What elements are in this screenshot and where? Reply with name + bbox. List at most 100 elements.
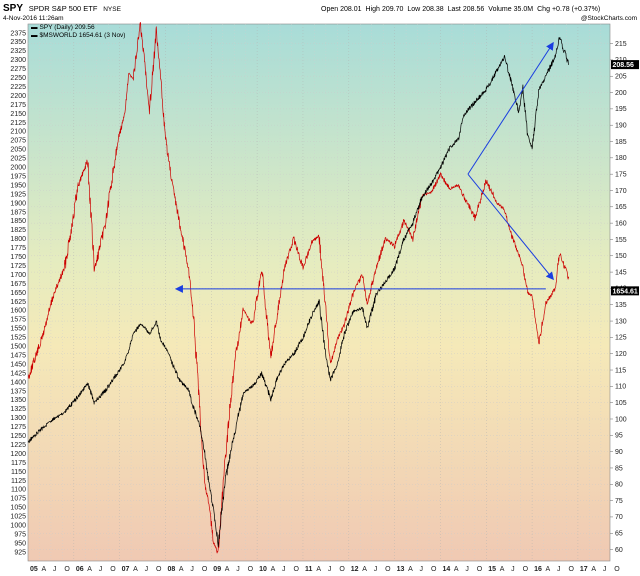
series-layer [27,21,570,554]
right-tick-label: 80 [615,482,623,489]
right-tick-label: 70 [615,514,623,521]
legend-label-msworld: $MSWORLD 1654.61 (3 Nov) [40,32,126,39]
left-tick-label: 1900 [10,200,26,207]
right-tick-label: 100 [615,416,627,423]
x-year-label: 11 [305,566,313,573]
symbol-name: SPDR S&P 500 ETF [29,4,98,13]
x-month-label: A [271,566,276,573]
right-tick-label: 155 [615,237,627,244]
gridlines [27,24,610,561]
left-tick-label: 2125 [10,120,26,127]
x-year-label: 15 [488,566,496,573]
last-value-text: 208.56 [613,62,635,69]
right-tick-label: 200 [615,90,627,97]
left-tick-label: 1050 [10,505,26,512]
left-tick-label: 1525 [10,335,26,342]
left-tick-label: 1250 [10,433,26,440]
left-tick-label: 2375 [10,30,26,37]
x-month-label: O [339,566,345,573]
left-tick-label: 1450 [10,361,26,368]
right-tick-label: 170 [615,188,627,195]
left-tick-label: 1775 [10,245,26,252]
left-tick-label: 1650 [10,290,26,297]
left-tick-label: 2150 [10,111,26,118]
plot-area [27,23,611,562]
x-year-label: 14 [442,566,450,573]
right-tick-label: 215 [615,41,627,48]
left-tick-label: 1025 [10,514,26,521]
left-tick-label: 1925 [10,191,26,198]
left-tick-label: 1725 [10,263,26,270]
x-month-label: A [546,566,551,573]
last-value-badge [611,286,639,296]
left-tick-label: 2300 [10,57,26,64]
left-tick-label: 1750 [10,254,26,261]
stat-value: +0.78 (+0.37%) [552,6,600,13]
left-tick-label: 1100 [11,487,26,494]
x-year-label: 16 [534,566,542,573]
x-month-label: J [557,566,561,573]
right-tick-label: 90 [615,449,623,456]
right-tick-label: 130 [615,318,627,325]
x-month-label: J [328,566,332,573]
last-value-text: 1654.61 [613,288,638,295]
left-tick-label: 1825 [10,227,26,234]
x-month-label: O [294,566,300,573]
left-tick-label: 1300 [10,415,26,422]
header-title-line: SPY SPDR S&P 500 ETF NYSE [3,3,122,14]
x-month-label: O [614,566,620,573]
x-month-label: O [431,566,437,573]
stat-label: Volume [488,6,511,13]
x-month-label: O [523,566,529,573]
stat-label: Open [321,6,338,13]
right-tick-label: 75 [615,498,623,505]
symbol: SPY [3,3,23,14]
right-tick-label: 110 [615,384,626,391]
right-tick-label: 160 [615,220,627,227]
last-value-labels: 208.56 1654.61 [611,60,639,296]
left-tick-label: 975 [14,531,26,538]
x-month-label: A [362,566,367,573]
legend-entry-msworld: ▬ $MSWORLD 1654.61 (3 Nov) [31,32,125,39]
x-month-label: O [385,566,391,573]
left-tick-label: 1325 [10,406,26,413]
left-tick-label: 2275 [10,66,26,73]
left-tick-label: 1975 [10,173,26,180]
watermark: @StockCharts.com [581,15,637,22]
left-tick-label: 1125 [11,478,26,485]
legend-swatch-spy: ▬ [31,24,38,31]
right-tick-label: 135 [615,302,627,309]
right-tick-label: 185 [615,139,627,146]
left-tick-label: 2325 [10,48,26,55]
right-tick-label: 120 [615,351,627,358]
left-tick-label: 1675 [10,281,26,288]
left-tick-label: 1200 [10,451,26,458]
left-tick-label: 1850 [10,218,26,225]
x-month-label: J [145,566,149,573]
x-month-label: O [568,566,574,573]
x-month-label: O [202,566,208,573]
left-tick-label: 950 [14,540,26,547]
x-month-label: O [110,566,116,573]
left-tick-label: 1800 [10,236,26,243]
right-tick-label: 195 [615,106,627,113]
x-year-label: 07 [122,566,130,573]
x-year-label: 06 [76,566,84,573]
left-tick-label: 1550 [10,326,26,333]
x-month-label: J [374,566,378,573]
exchange: NYSE [103,6,121,13]
left-tick-label: 1500 [10,344,26,351]
left-tick-label: 2050 [10,147,26,154]
x-month-label: J [236,566,240,573]
x-year-label: 12 [351,566,359,573]
left-tick-label: 1350 [10,397,26,404]
left-tick-label: 1225 [10,442,26,449]
right-tick-label: 175 [615,171,627,178]
right-tick-label: 85 [615,465,623,472]
last-value-badge [611,60,639,70]
stat-label: Chg [537,6,550,13]
right-tick-label: 105 [615,400,627,407]
stat-label: High [366,6,381,13]
left-tick-label: 1700 [10,272,26,279]
